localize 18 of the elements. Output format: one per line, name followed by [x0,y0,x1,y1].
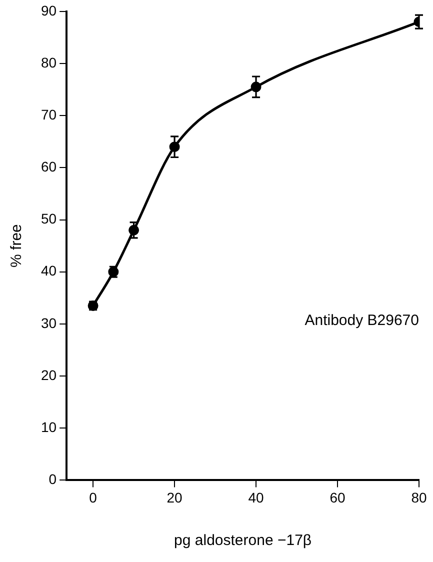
x-tick-label: 60 [330,489,346,506]
y-tick-label: 80 [40,54,57,70]
x-tick-label: 80 [411,489,427,506]
x-tick-label: 40 [248,489,264,506]
y-tick-label: 20 [40,366,57,383]
y-tick-label: 90 [40,2,57,18]
x-tick-label: 20 [166,489,183,506]
y-tick-label: 10 [40,418,57,435]
y-tick-label: 30 [40,314,57,331]
x-tick-label: 0 [89,489,98,506]
x-axis-title: pg aldosterone −17β [174,532,312,550]
y-tick-label: 0 [48,471,57,488]
y-tick-label: 60 [40,158,57,175]
annotation: Antibody B29670 [304,312,419,329]
y-tick-label: 70 [40,106,57,122]
y-axis-title: % free [8,224,26,268]
y-tick-label: 50 [40,210,57,227]
y-tick-label: 40 [40,262,57,279]
